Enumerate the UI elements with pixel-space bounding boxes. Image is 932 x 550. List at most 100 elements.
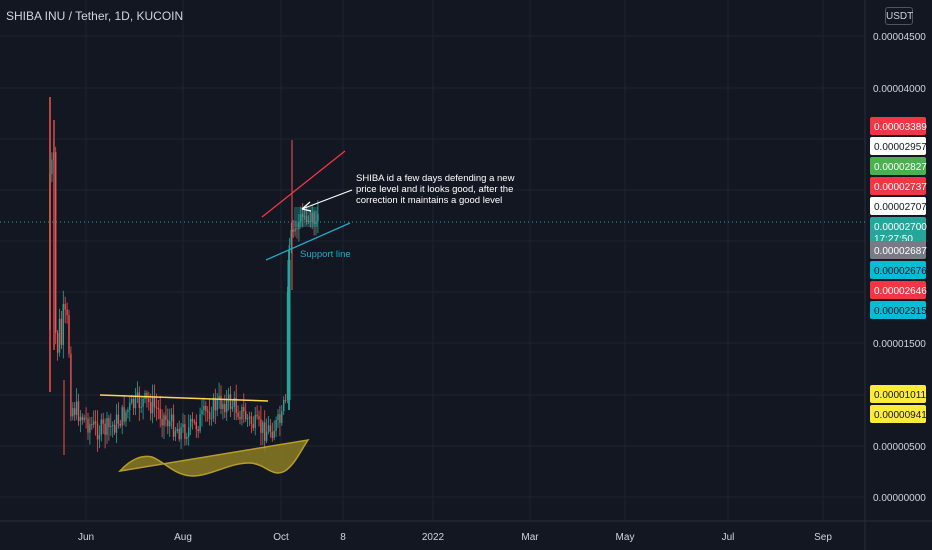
candle-body (150, 402, 152, 414)
price-label-badge: 0.00002827 (870, 157, 927, 175)
candle-body (151, 397, 154, 414)
candle-body (64, 304, 66, 310)
candle-body (91, 424, 93, 426)
candle-body (309, 220, 311, 222)
candle-body (140, 406, 142, 408)
price-label-text: 0.00002687 (874, 246, 927, 257)
candle-body (70, 353, 72, 417)
candle-body (267, 425, 270, 432)
price-label-text: 0.00002957 (874, 142, 927, 153)
support-line (265, 222, 351, 261)
candle-body (302, 214, 304, 217)
candle-body (208, 412, 211, 419)
price-label-badge: 0.00002646 (870, 281, 927, 299)
candle-body (245, 411, 247, 420)
annotation-arrow (301, 189, 353, 210)
candle-body (148, 398, 150, 403)
price-label-bg (870, 405, 926, 423)
annotation-text-line: correction it maintains a good level (356, 195, 502, 206)
candle-body (264, 422, 266, 441)
candle-body (93, 421, 95, 425)
candle-body (195, 421, 197, 430)
candle-body (313, 212, 315, 225)
candle-body (98, 435, 101, 440)
candle-body (239, 416, 241, 420)
price-tick-label: 0.00000500 (873, 442, 926, 453)
candle-body (117, 414, 120, 424)
candle-body (172, 414, 175, 437)
candle-body (89, 424, 91, 433)
candle-body (182, 424, 184, 428)
time-tick-label: 8 (340, 532, 346, 543)
candle-body (66, 309, 68, 316)
candle-body (127, 410, 129, 413)
candle-body (205, 405, 207, 411)
candle-body (203, 405, 205, 411)
candle-body (189, 418, 192, 428)
candle-body (243, 407, 245, 412)
candle-body (197, 429, 199, 432)
price-label-bg (870, 117, 926, 135)
candle-body (132, 398, 135, 409)
candle-body (317, 213, 319, 222)
candle-body (315, 221, 317, 225)
candle-body (292, 229, 294, 232)
price-label-badge: 0.00000941 (870, 405, 927, 423)
candle-body (226, 398, 228, 413)
candle-body (104, 423, 106, 435)
candle-body (254, 414, 256, 428)
price-tick-label: 0.00001500 (873, 339, 926, 350)
candle-body (222, 404, 224, 409)
candle-body (102, 419, 104, 424)
drawings[interactable]: SHIBA id a few days defending a newprice… (99, 150, 515, 477)
currency-button[interactable]: USDT (885, 7, 913, 25)
candle-body (123, 407, 125, 422)
candle-body (153, 397, 156, 408)
candle-body (163, 415, 165, 426)
price-label-bg (870, 177, 926, 195)
candle-body (298, 221, 300, 230)
symbol-title: SHIBA INU / Tether, 1D, KUCOIN (6, 9, 184, 23)
price-label-text: 0.00002646 (874, 286, 927, 297)
price-label-text: 0.00002737 (874, 182, 927, 193)
candle-body (72, 408, 74, 417)
candle-body (131, 398, 133, 403)
candle-body (188, 427, 190, 437)
candle-body (281, 411, 283, 423)
price-axis[interactable]: 0.00004500 0.00004000 0.00001500 0.00000500… (870, 32, 927, 504)
candle-body (85, 417, 87, 419)
candle-body (100, 419, 102, 436)
candle-body (287, 260, 291, 400)
candle-body (142, 398, 144, 407)
candle-body (218, 395, 220, 400)
price-tick-label: 0.00004000 (873, 84, 926, 95)
price-label-text: 0.00002827 (874, 162, 927, 173)
candle-body (174, 431, 177, 437)
candle-body (258, 416, 260, 420)
candle-body (136, 392, 139, 396)
candle-body (165, 415, 167, 420)
price-label-badge: 0.00002957 (870, 137, 927, 155)
candle-body (176, 428, 178, 432)
price-label-bg (870, 241, 926, 259)
price-label-text: 0.00002676 (874, 266, 927, 277)
candle-body (113, 424, 116, 433)
price-label-text: 0.00002315 (874, 306, 927, 317)
candle-body (134, 395, 137, 409)
time-tick-label: May (616, 532, 635, 543)
candle-body (155, 407, 158, 409)
candle-body (224, 404, 226, 413)
time-axis[interactable]: Jun Aug Oct 8 2022 Mar May Jul Sep (78, 532, 832, 543)
candle-body (94, 421, 97, 424)
candle-body (106, 418, 108, 435)
candle-body (305, 216, 308, 222)
annotation-text-line: price level and it looks good, after the (356, 184, 513, 195)
price-label-badge: 0.00002315 (870, 301, 927, 319)
candle-body (79, 416, 82, 422)
price-label-text: 0.00002707 (874, 202, 927, 213)
time-tick-label: Mar (521, 532, 539, 543)
price-label-bg (870, 261, 926, 279)
candle-body (256, 414, 258, 417)
time-tick-label: Jul (722, 532, 735, 543)
